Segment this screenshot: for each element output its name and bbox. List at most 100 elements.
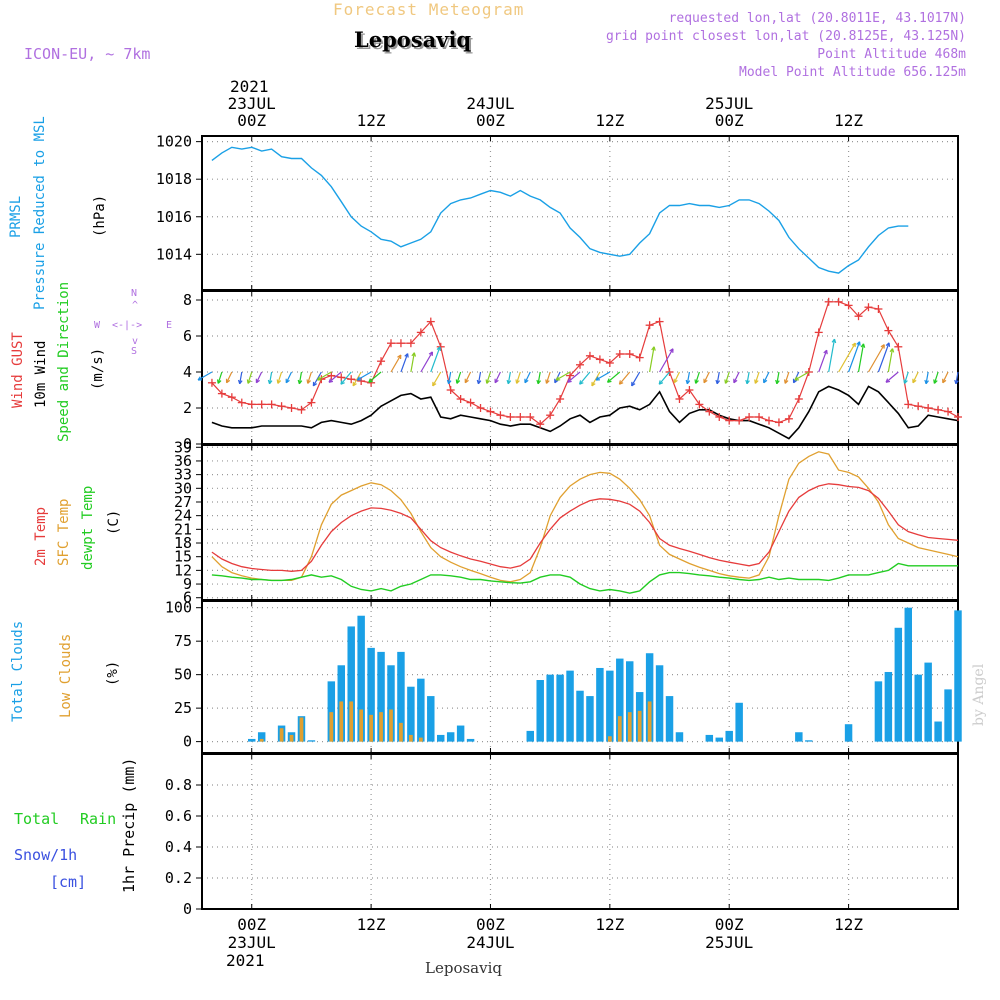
wind-arrow-shaft [733, 371, 740, 384]
point-altitude: Point Altitude 468m [817, 47, 966, 62]
gust-marker [267, 400, 276, 409]
wind-arrow-head [733, 379, 738, 384]
gust-marker [536, 420, 545, 429]
compass-n: N [131, 288, 138, 299]
wind-arrow-shaft [818, 349, 828, 373]
compass-down: v [132, 336, 139, 347]
ytick-label-temp: 15 [174, 548, 192, 566]
ytick-label-temp: 33 [174, 466, 192, 484]
wind-arrow-shaft [298, 371, 303, 384]
total-cloud-bar [795, 732, 803, 742]
wind-arrow-shaft [776, 371, 780, 384]
total-cloud-bar [954, 610, 962, 742]
precip-rain-label: Rain [80, 810, 117, 828]
frame-precip [201, 753, 959, 910]
low-cloud-bar [399, 722, 403, 742]
wind-arrow-head [831, 338, 835, 343]
wind-arrow [225, 371, 233, 384]
wind-arrow-head [631, 383, 636, 387]
wind-arrow-head [912, 379, 917, 384]
low-cloud-bar [349, 701, 354, 742]
wind-arrow-head [880, 344, 885, 348]
gust-marker [277, 402, 286, 411]
bottom-date-label: 24JUL [466, 933, 514, 952]
top-date-label: 23JUL [228, 94, 276, 113]
wind-arrow-head [860, 343, 864, 348]
wind-arrow-shaft [456, 371, 462, 384]
wind-arrow-shaft [400, 353, 409, 373]
pressure-line [211, 146, 909, 274]
gust-marker [715, 413, 724, 421]
low-cloud-bar [409, 734, 413, 742]
wind-arrow-head [746, 380, 750, 385]
wind-arrow-head [428, 351, 433, 355]
wind-arrow [703, 371, 710, 384]
wind-arrow-shaft [368, 371, 382, 383]
wind-arrow-shaft [217, 371, 223, 384]
gust-marker [227, 393, 236, 402]
wind-arrow [328, 371, 342, 383]
wind-arrow [818, 349, 828, 373]
wind-arrow-shaft [507, 371, 511, 384]
wind-arrow-shaft [197, 371, 213, 381]
wind-arrow-head [885, 380, 891, 383]
gust-marker [824, 297, 833, 306]
wind-arrow-head [579, 382, 584, 385]
wind-arrow [848, 341, 861, 373]
low-cloud-bar [369, 714, 373, 742]
wind-arrow [606, 371, 621, 383]
wind-arrow [410, 352, 417, 373]
gust-marker [287, 404, 296, 412]
gust-marker [784, 414, 793, 423]
wind-arrow-head [546, 380, 550, 384]
ytick-label-clouds: 0 [183, 733, 192, 751]
low-cloud-bar [339, 701, 344, 742]
ytick-label-precip: 0.4 [165, 838, 192, 856]
wind-arrow-shaft [686, 371, 691, 384]
wind-arrow-shaft [673, 371, 681, 384]
gust-marker [794, 395, 803, 403]
total-cloud-bar [735, 702, 743, 742]
wind-arrow [595, 371, 611, 381]
top-time-label: 00Z [476, 111, 505, 130]
wind-arrow [591, 371, 601, 387]
ytick-label-wind: 0 [183, 435, 192, 453]
wind-arrow-shaft [340, 371, 352, 385]
top-date-label: 24JUL [466, 94, 514, 113]
compass-arrows: <-|-> [112, 320, 143, 331]
frame-pressure [201, 135, 959, 291]
wind-arrow-head [851, 342, 856, 346]
wind-arrow [216, 371, 223, 384]
wind-arrow-head [448, 380, 452, 385]
ytick-label-clouds: 50 [174, 666, 192, 684]
wind-arrow [368, 371, 382, 383]
wind-arrow-shaft [307, 371, 312, 384]
total-cloud-bar [367, 647, 375, 742]
wind-arrow-head [591, 383, 596, 387]
wind-arrow [903, 371, 909, 384]
total-cloud-bar [546, 674, 554, 742]
top-time-label: 12Z [595, 111, 624, 130]
total-cloud-bar [725, 730, 733, 742]
total-cloud-bar [645, 653, 654, 742]
wind-arrow-head [486, 380, 491, 384]
ytick-label-temp: 21 [174, 520, 192, 538]
gust-marker [705, 407, 714, 416]
ytick-label-temp: 9 [183, 575, 192, 593]
wind-arrow-shaft [430, 346, 441, 373]
gust-marker [864, 303, 873, 312]
wind-arrow-head [247, 380, 252, 384]
gust-marker [327, 371, 336, 380]
total-cloud-bar [397, 651, 405, 742]
wind-arrow [694, 371, 700, 384]
wind-arrow [715, 371, 721, 385]
wind-arrow-head [456, 380, 461, 384]
low-cloud-bar [647, 701, 652, 742]
bottom-time-label: 00Z [715, 915, 744, 934]
wind-arrow-shaft [649, 346, 655, 373]
bottom-time-label: 12Z [357, 915, 386, 934]
total-cloud-bar [596, 667, 604, 742]
bottom-date-label: 25JUL [705, 933, 753, 952]
total-cloud-bar [257, 732, 266, 742]
wind-arrow-shaft [857, 343, 865, 373]
